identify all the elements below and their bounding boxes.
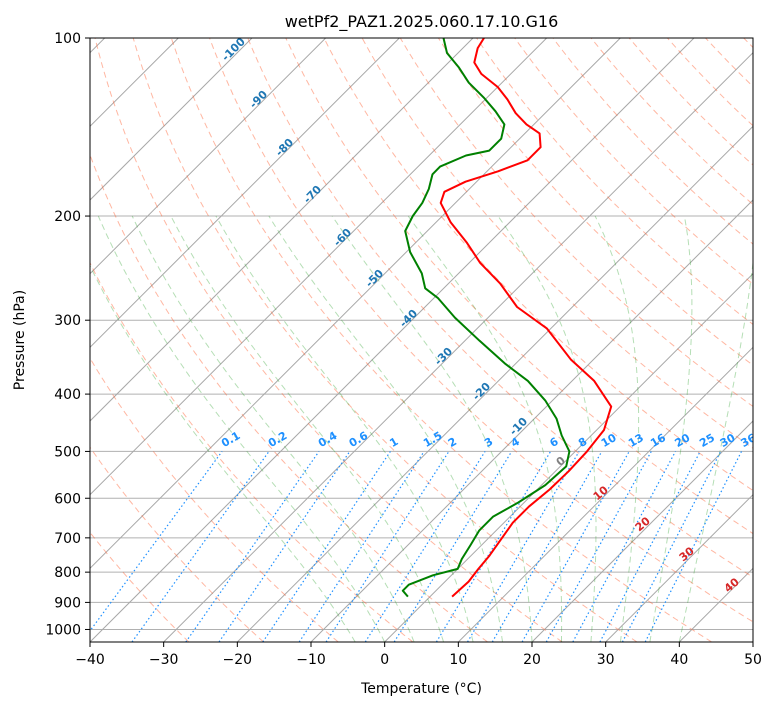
mixing-ratio-line [491,451,603,642]
dry-adiabat-line [90,446,264,642]
isotherm-line [90,38,400,349]
moist-adiabat-line [268,215,503,642]
x-tick-label: 40 [670,652,688,668]
x-tick-label: −30 [149,652,179,668]
dry-adiabat-line [170,38,712,642]
isotherm-line [90,38,621,570]
y-tick-label: 400 [54,387,81,403]
dry-adiabat-line [247,38,753,578]
isotherm-line [310,199,753,642]
dry-adiabat-line [285,38,753,535]
dry-adiabat-line [323,38,753,492]
moist-adiabat-line [97,215,386,642]
x-tick-label: 20 [523,652,541,668]
y-tick-label: 1000 [45,622,81,638]
dry-adiabat-line [94,38,563,642]
mixing-ratio-line [545,451,652,642]
mixing-ratio-line [218,451,351,642]
mixing-ratio-label: 36 [738,431,758,450]
y-tick-label: 100 [54,31,81,47]
mixing-ratio-line [185,451,320,642]
dry-adiabat-line [90,261,414,642]
x-tick-label: −40 [75,652,105,668]
dry-adiabat-line [514,38,753,285]
y-tick-label: 200 [54,209,81,225]
moist-adiabat-line [131,215,415,642]
dry-adiabat-line [90,357,339,642]
x-tick-label: 10 [449,652,467,668]
x-tick-label: 0 [380,652,389,668]
isotherm-line [90,38,253,201]
mixing-ratio-line [572,451,677,642]
mixing-ratio-line [435,451,552,642]
isotherm-line [90,38,548,496]
moist-adiabat-line [90,264,356,642]
isotherm-line [384,272,753,642]
isotherm-line [605,493,753,642]
mixing-ratio-line [325,451,450,642]
isotherm-line [90,38,695,642]
x-axis-label: Temperature (°C) [360,681,482,697]
moist-adiabat-line [170,215,445,642]
moist-adiabat-line [594,215,640,642]
moist-adiabat-line [678,259,753,642]
mixing-ratio-line [466,451,580,642]
moist-adiabat-line [649,215,693,642]
moist-adiabat-line [215,215,474,642]
y-tick-label: 600 [54,491,81,507]
isotherm-line [531,420,753,642]
dry-adiabat-line [476,38,753,326]
y-tick-label: 500 [54,444,81,460]
y-tick-label: 300 [54,313,81,329]
y-tick-label: 800 [54,565,81,581]
moist-adiabat-line [331,215,533,642]
dry-adiabat-line [132,38,638,642]
dry-adiabat-line [209,38,753,623]
x-tick-label: −10 [296,652,326,668]
y-tick-label: 900 [54,595,81,611]
isotherm-line [457,346,753,642]
x-tick-label: 30 [597,652,615,668]
x-tick-label: −20 [223,652,253,668]
mixing-ratio-line [131,451,270,642]
mixing-ratio-line [364,451,486,642]
mixing-ratio-line [393,451,513,642]
y-axis-label: Pressure (hPa) [12,290,28,390]
isotherm-line [163,51,753,642]
y-tick-label: 700 [54,531,81,547]
mixing-ratio-line [521,451,630,642]
dewpoint-line [401,38,571,598]
temperature-line [439,38,613,598]
chart-title: wetPf2_PAZ1.2025.060.17.10.G16 [285,12,559,32]
moist-adiabat-line [407,215,563,642]
isotherm-line [236,125,753,642]
plot-frame [89,37,754,643]
moist-adiabat-line [497,215,597,642]
x-tick-label: 50 [744,652,762,668]
mixing-ratio-line [90,451,223,632]
isotherm-line [90,38,327,275]
isotherm-line [90,38,474,422]
